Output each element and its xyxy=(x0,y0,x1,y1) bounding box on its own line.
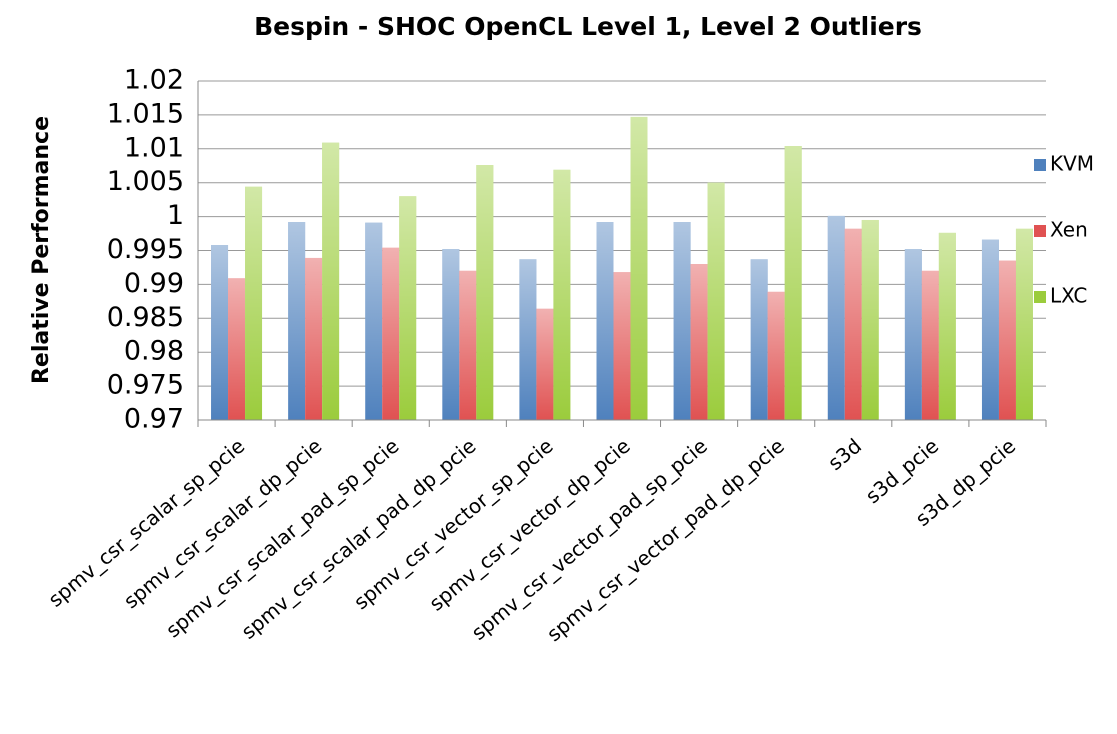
chart-title: Bespin - SHOC OpenCL Level 1, Level 2 Ou… xyxy=(254,12,922,41)
bar-shine xyxy=(981,239,999,420)
bar-shine xyxy=(861,219,879,420)
bar-shine xyxy=(305,257,323,420)
y-tick-label: 0.975 xyxy=(107,370,184,401)
x-tick-label: s3d xyxy=(823,434,866,475)
y-tick-label: 0.985 xyxy=(107,302,184,333)
bar-shine xyxy=(519,259,537,420)
bar-shine xyxy=(784,146,802,420)
y-tick-label: 0.99 xyxy=(124,268,184,299)
bar-shine xyxy=(630,116,648,421)
y-tick-label: 1.005 xyxy=(107,166,184,197)
bar-shine xyxy=(382,247,400,420)
bar-shine xyxy=(476,165,494,420)
bar-shine xyxy=(553,169,571,420)
bar-shine xyxy=(998,260,1016,420)
bar-shine xyxy=(228,278,246,420)
legend-swatch xyxy=(1034,225,1046,237)
bar-shine xyxy=(827,215,845,420)
bar-shine xyxy=(921,270,939,420)
legend-swatch xyxy=(1034,291,1046,303)
bar-shine xyxy=(904,249,922,420)
bar-shine xyxy=(1015,228,1033,420)
bar-shine xyxy=(707,182,725,420)
legend-swatch xyxy=(1034,159,1046,171)
bar-shine xyxy=(322,142,340,420)
bar-shine xyxy=(459,270,477,420)
bar-shine xyxy=(613,272,631,420)
bar-shine xyxy=(938,232,956,420)
bar-shine xyxy=(399,196,417,420)
legend-label: Xen xyxy=(1050,218,1088,242)
y-tick-label: 1.01 xyxy=(124,132,184,163)
bar-shine xyxy=(844,228,862,420)
y-tick-label: 1.015 xyxy=(107,98,184,129)
y-tick-label: 0.995 xyxy=(107,234,184,265)
bar-shine xyxy=(442,249,460,420)
bar-shine xyxy=(536,308,554,420)
y-tick-label: 1 xyxy=(167,200,184,231)
bar-shine xyxy=(750,259,768,420)
y-axis-label: Relative Performance xyxy=(29,116,54,384)
y-tick-label: 1.02 xyxy=(124,65,184,96)
bar-shine xyxy=(245,186,263,420)
bar-shine xyxy=(596,222,614,420)
bar-shine xyxy=(690,264,708,420)
bar-shine xyxy=(365,222,383,420)
y-tick-label: 0.97 xyxy=(124,404,184,435)
legend-label: KVM xyxy=(1050,152,1094,176)
bar-shine xyxy=(211,245,229,420)
bar-shine xyxy=(767,291,785,420)
bar-shine xyxy=(288,222,306,420)
bar-shine xyxy=(673,222,691,420)
legend-label: LXC xyxy=(1050,284,1087,308)
y-tick-label: 0.98 xyxy=(124,336,184,367)
